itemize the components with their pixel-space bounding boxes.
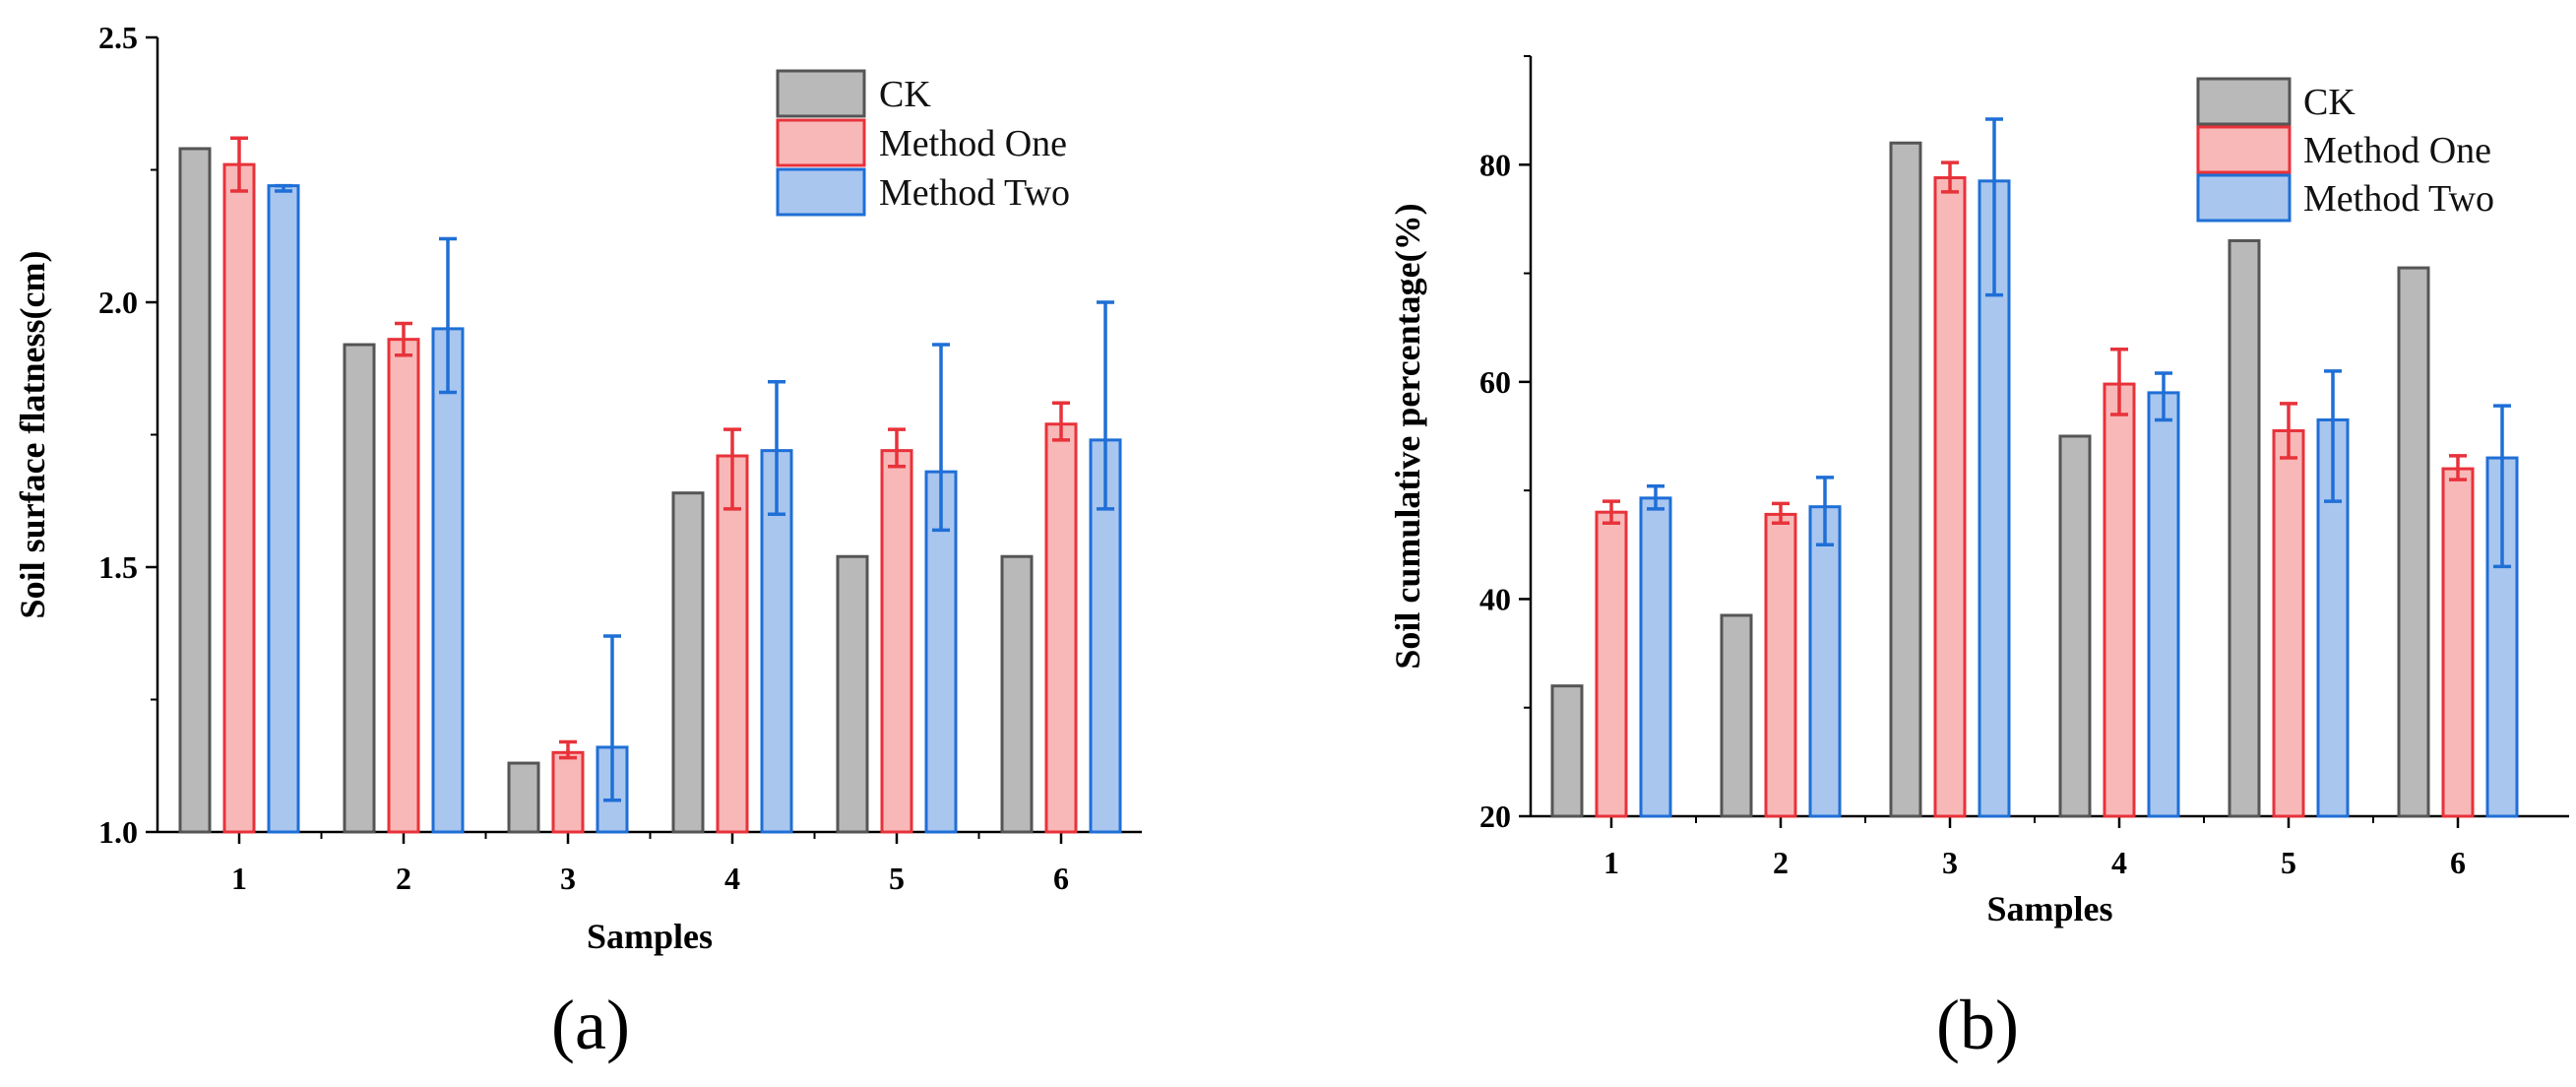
legend-label: Method One — [2303, 130, 2491, 171]
x-axis-label: Samples — [1986, 889, 2112, 928]
bar-ck-3 — [1889, 141, 1922, 818]
bar-ck-5 — [2228, 238, 2261, 818]
legend-label: Method Two — [2303, 178, 2494, 220]
bar-method-one-2 — [1764, 512, 1797, 818]
x-tick-label: 1 — [231, 861, 247, 896]
bar-ck-2 — [1720, 613, 1753, 818]
bar-method-one-2 — [387, 338, 420, 834]
x-tick-label: 5 — [889, 861, 905, 896]
legend-swatch-method-two — [2196, 173, 2292, 223]
legend-label: Method One — [879, 123, 1067, 164]
bar-method-one-6 — [2441, 467, 2475, 818]
y-tick-label: 1.0 — [98, 814, 138, 850]
y-tick-label: 60 — [1479, 364, 1511, 400]
legend-swatch-ck — [776, 69, 866, 118]
x-tick-label: 2 — [1773, 845, 1789, 880]
legend-label: CK — [2303, 82, 2356, 123]
bar-method-two-2 — [431, 327, 465, 834]
y-axis-label: Soil surface flatness(cm) — [13, 251, 52, 619]
bar-method-two-1 — [267, 184, 300, 834]
y-tick-label: 80 — [1479, 147, 1511, 182]
bar-ck-1 — [178, 147, 212, 834]
legend-label: Method Two — [879, 172, 1070, 214]
x-tick-label: 3 — [1942, 845, 1958, 880]
bar-method-one-3 — [551, 750, 585, 834]
panel-label: (a) — [551, 986, 630, 1064]
bar-ck-6 — [1000, 554, 1034, 834]
y-tick-label: 2.0 — [98, 285, 138, 320]
bar-method-one-3 — [1933, 176, 1967, 818]
chart-panel-b: 20 40 60 80 1 2 3 4 5 6 Samples Soil cumulative per… — [1388, 55, 2569, 1064]
legend-swatch-method-two — [776, 167, 866, 217]
bar-method-two-4 — [2147, 391, 2180, 818]
y-tick-label: 2.5 — [98, 20, 138, 55]
x-tick-label: 6 — [1053, 861, 1069, 896]
bar-method-one-5 — [2272, 428, 2305, 818]
bar-ck-4 — [671, 491, 705, 834]
legend: CK Method One Method Two — [776, 69, 1070, 217]
bar-method-one-1 — [222, 162, 256, 834]
legend-swatch-ck — [2196, 77, 2292, 126]
legend-swatch-method-one — [2196, 125, 2292, 174]
legend-label: CK — [879, 74, 931, 115]
x-tick-label: 5 — [2281, 845, 2296, 880]
bar-ck-1 — [1550, 684, 1584, 818]
y-axis-label: Soil cumulative percentage(%) — [1388, 203, 1427, 669]
legend-swatch-method-one — [776, 118, 866, 167]
y-tick-label: 1.5 — [98, 549, 138, 585]
bar-ck-6 — [2397, 266, 2430, 818]
legend: CK Method One Method Two — [2196, 77, 2494, 223]
x-tick-label: 4 — [724, 861, 740, 896]
x-tick-label: 2 — [396, 861, 411, 896]
bar-method-one-6 — [1044, 422, 1078, 834]
bar-method-one-5 — [880, 449, 913, 834]
panel-label: (b) — [1936, 986, 2019, 1064]
x-tick-label: 6 — [2450, 845, 2466, 880]
y-tick-label: 20 — [1479, 799, 1511, 834]
bar-method-two-2 — [1808, 505, 1842, 818]
y-tick-label: 40 — [1479, 581, 1511, 616]
bar-method-one-4 — [2103, 382, 2136, 818]
bar-ck-5 — [836, 554, 869, 834]
x-tick-label: 3 — [560, 861, 576, 896]
bar-method-two-1 — [1639, 496, 1672, 818]
x-axis-label: Samples — [587, 917, 713, 956]
bar-method-one-4 — [716, 454, 749, 834]
bar-ck-2 — [343, 343, 376, 834]
bar-method-two-5 — [924, 470, 958, 834]
x-tick-label: 4 — [2111, 845, 2127, 880]
bar-ck-4 — [2058, 434, 2092, 818]
chart-panel-a: 1.0 1.5 2.0 2.5 1 2 3 4 5 6 Samples Soil surface fl… — [13, 20, 1142, 1064]
bar-ck-3 — [507, 761, 540, 834]
bar-method-one-1 — [1595, 510, 1628, 818]
x-tick-label: 1 — [1603, 845, 1619, 880]
